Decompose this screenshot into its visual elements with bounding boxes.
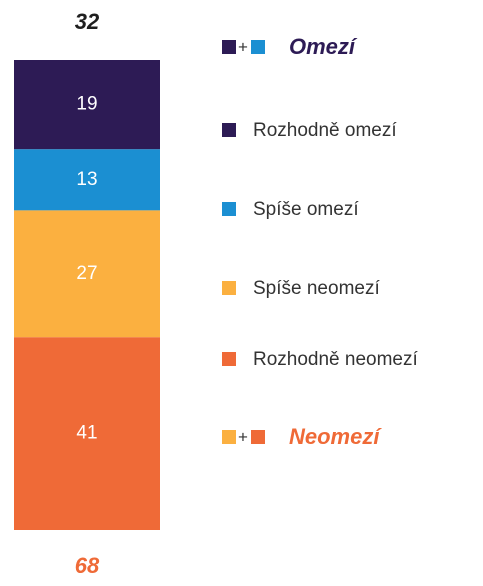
bar-segment xyxy=(14,60,160,150)
legend-swatch xyxy=(222,352,236,366)
legend-label: Spíše neomezí xyxy=(253,278,380,299)
legend-swatch xyxy=(251,430,265,444)
legend-label: Spíše omezí xyxy=(253,199,359,220)
legend-label: Rozhodně omezí xyxy=(253,120,397,141)
legend-swatch xyxy=(222,40,236,54)
legend-swatch xyxy=(222,281,236,295)
legend-plus: + xyxy=(238,427,248,446)
legend-summary-label: Omezí xyxy=(289,34,358,59)
value-label: 13 xyxy=(76,169,97,190)
bar-segment xyxy=(14,149,160,211)
bar-segment xyxy=(14,337,160,530)
value-label: 27 xyxy=(76,263,97,284)
legend-label: Rozhodně neomezí xyxy=(253,349,418,370)
summary-total: 32 xyxy=(75,9,100,34)
value-label: 19 xyxy=(76,94,97,115)
legend-swatch xyxy=(222,202,236,216)
legend-swatch xyxy=(251,40,265,54)
legend-swatch xyxy=(222,430,236,444)
summary-total: 68 xyxy=(75,553,100,578)
legend-summary-label: Neomezí xyxy=(289,424,382,449)
bar-segment xyxy=(14,210,160,338)
legend-plus: + xyxy=(238,37,248,56)
legend-swatch xyxy=(222,123,236,137)
value-label: 41 xyxy=(76,423,97,444)
